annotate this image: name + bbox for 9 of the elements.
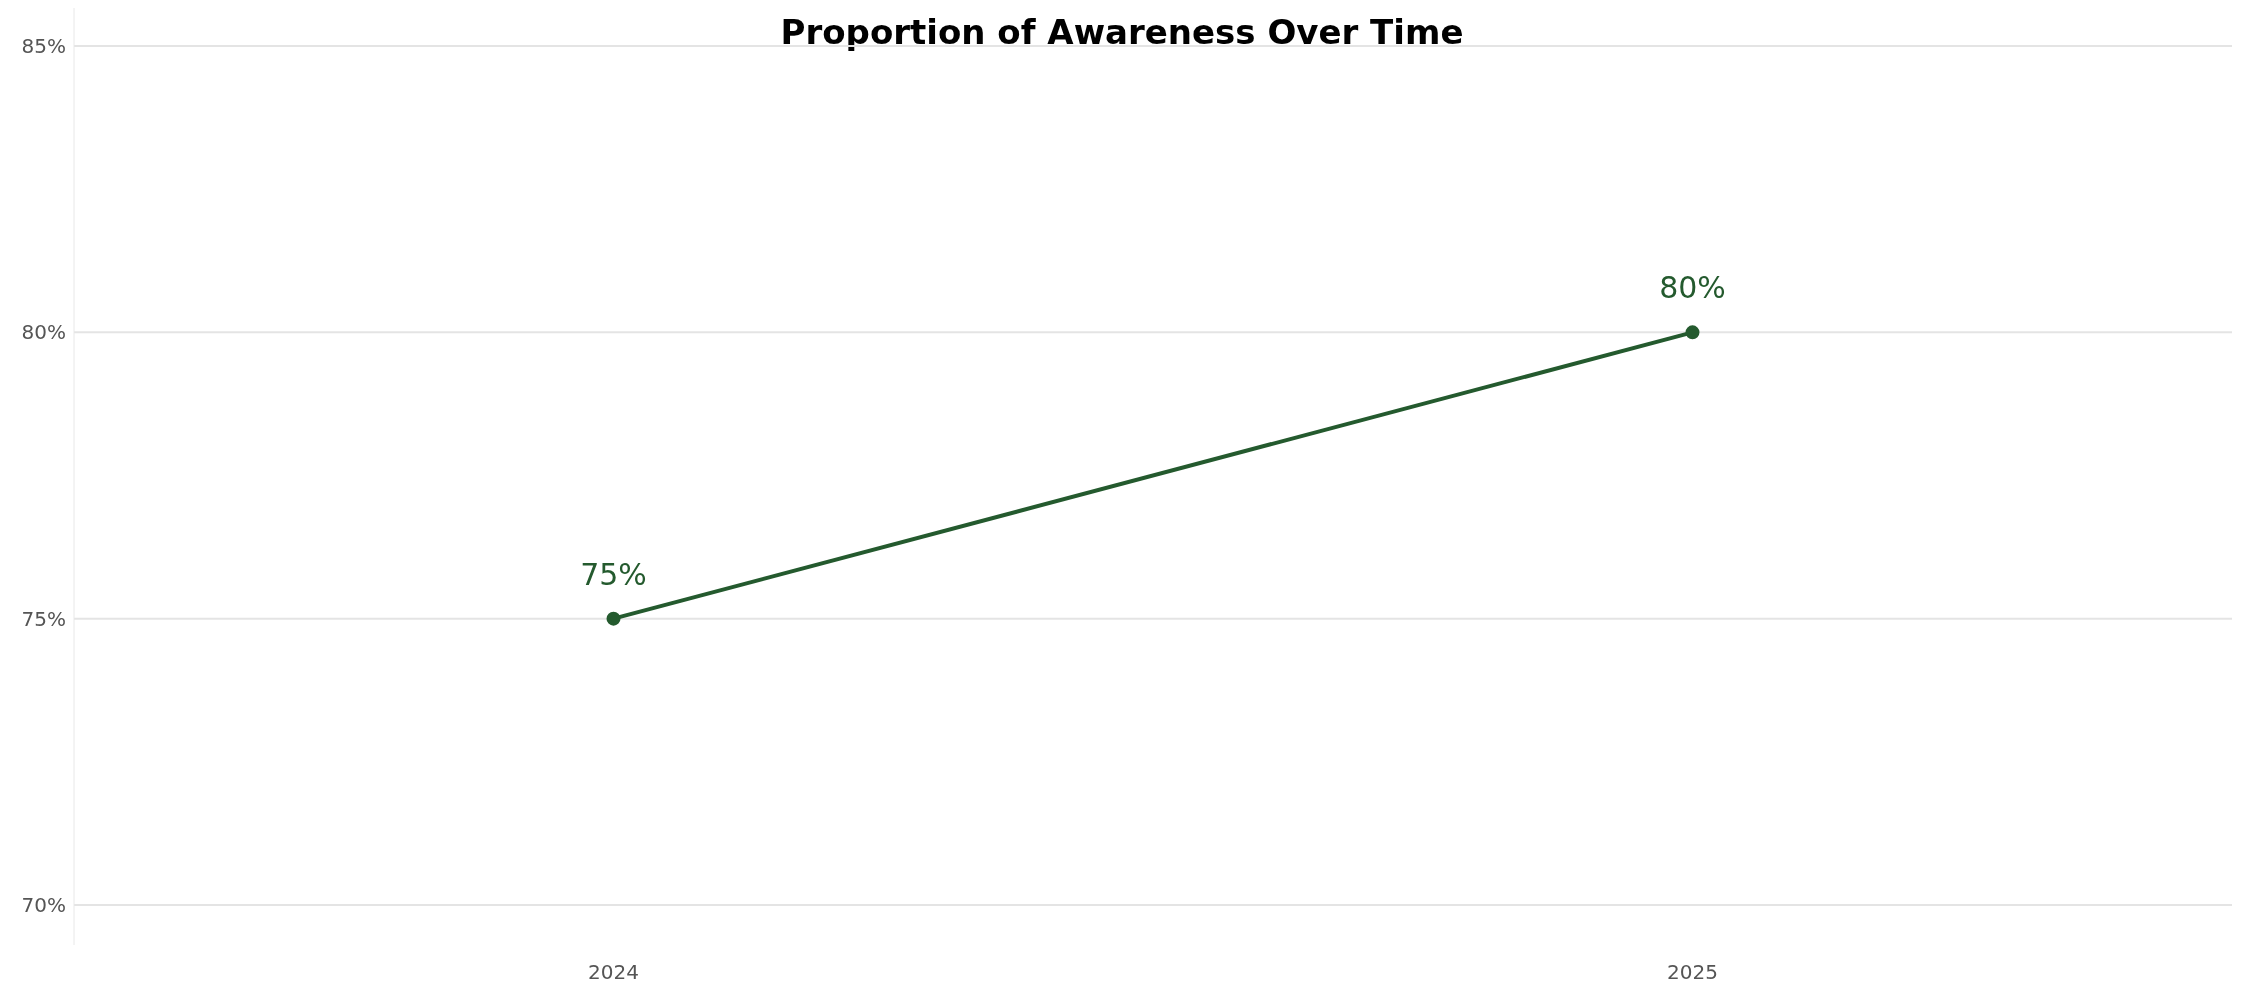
y-tick-label: 85% [21,34,66,59]
data-label: 75% [580,556,647,592]
x-tick-label: 2024 [588,960,639,985]
y-tick-label: 70% [21,893,66,918]
data-label: 80% [1659,270,1726,306]
chart-title: Proportion of Awareness Over Time [780,12,1464,52]
y-tick-label: 75% [21,606,66,631]
y-tick-label: 80% [21,320,66,345]
x-tick-label: 2025 [1667,960,1718,985]
